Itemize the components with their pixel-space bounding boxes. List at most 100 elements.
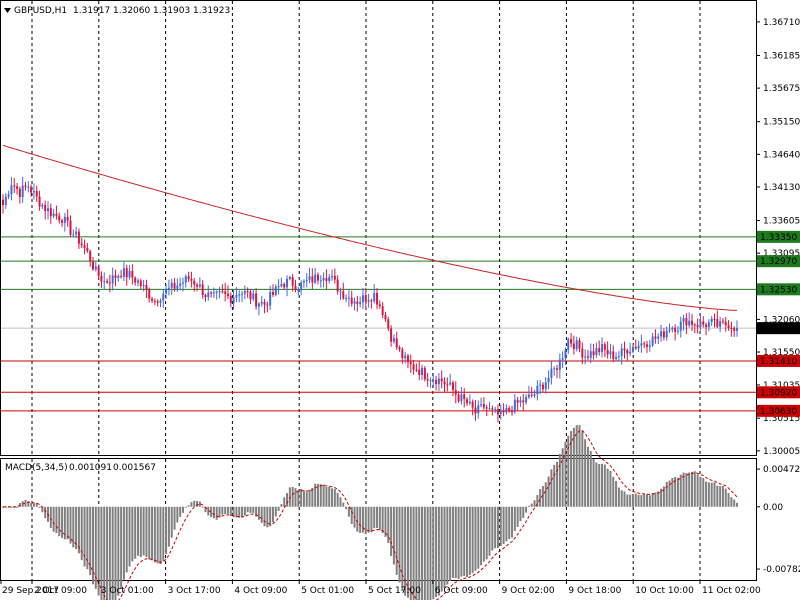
- candle-body: [719, 321, 722, 327]
- candle-body: [300, 282, 303, 291]
- candle-body: [578, 340, 581, 349]
- macd-bar: [291, 487, 294, 507]
- candle-body: [648, 345, 651, 347]
- macd-bar: [128, 506, 131, 567]
- support-tag-bg: [757, 354, 800, 367]
- candle-body: [533, 394, 536, 396]
- candle-body: [477, 405, 480, 414]
- candle-body: [333, 275, 336, 280]
- macd-bar: [496, 506, 499, 548]
- candle-body: [257, 303, 260, 307]
- candle-body: [322, 278, 325, 281]
- macd-header: MACD(5,34,5) 0.001091 0.001567: [5, 463, 156, 473]
- macd-bar: [736, 502, 738, 507]
- candle-body: [367, 300, 370, 302]
- candle-body: [16, 186, 19, 189]
- triangle-down-icon[interactable]: [4, 8, 11, 13]
- candle-body: [339, 291, 342, 293]
- macd-bar: [617, 487, 620, 507]
- macd-bar: [331, 488, 334, 507]
- macd-bar: [204, 506, 207, 513]
- candle-body: [513, 399, 516, 413]
- candle-body: [522, 400, 525, 403]
- candle-body: [736, 328, 738, 331]
- current-price-tag-bg: [757, 322, 800, 335]
- macd-bar: [221, 506, 224, 515]
- macd-bar: [648, 495, 651, 507]
- macd-bar: [390, 506, 393, 557]
- macd-bar: [679, 474, 682, 507]
- macd-signal-line: [3, 430, 738, 600]
- candle-body: [364, 295, 367, 302]
- price-tick-label: 1.31550: [763, 348, 800, 358]
- candle-body: [32, 190, 35, 193]
- macd-bar: [187, 505, 190, 507]
- macd-bar: [440, 506, 443, 592]
- macd-bar: [437, 506, 440, 596]
- candle-body: [724, 321, 727, 326]
- candle-body: [108, 282, 111, 284]
- candle-body: [491, 408, 494, 410]
- macd-bar: [392, 506, 395, 565]
- macd-tick-label: -0.007826: [763, 565, 800, 575]
- macd-bar: [218, 506, 221, 518]
- macd-bar: [721, 486, 724, 507]
- candle-body: [291, 277, 294, 286]
- macd-bar: [207, 506, 210, 516]
- candle-body: [255, 293, 258, 307]
- macd-bar: [685, 473, 688, 507]
- macd-bar: [443, 506, 446, 589]
- low-value: 1.31903: [153, 6, 190, 16]
- macd-bar: [117, 506, 120, 596]
- candle-body: [398, 347, 401, 350]
- candle-body: [570, 338, 573, 344]
- candle-body: [269, 291, 272, 306]
- candles-layer: [2, 176, 738, 423]
- candle-body: [61, 220, 64, 223]
- macd-bar: [308, 489, 311, 507]
- candle-body: [390, 328, 393, 342]
- macd-bar: [429, 506, 432, 600]
- macd-frame: [0, 458, 757, 581]
- candle-body: [710, 318, 713, 323]
- macd-bar: [257, 506, 260, 520]
- candle-body: [165, 288, 168, 294]
- macd-bar: [522, 506, 525, 518]
- candle-body: [151, 298, 154, 301]
- macd-bar: [609, 470, 612, 507]
- candle-body: [97, 266, 100, 276]
- support-tag: 1.30630: [757, 404, 800, 417]
- macd-bar: [719, 486, 722, 507]
- macd-bar: [136, 506, 139, 556]
- time-tick-label: 4 Oct 09:00: [234, 586, 287, 596]
- macd-bar: [480, 506, 483, 566]
- price-tick-label: 1.35675: [763, 84, 800, 94]
- candle-body: [27, 186, 30, 188]
- candle-body: [564, 350, 567, 358]
- macd-bar: [561, 448, 564, 507]
- candle-body: [204, 295, 207, 298]
- candle-body: [280, 283, 283, 287]
- candle-body: [128, 270, 131, 278]
- candle-body: [586, 356, 589, 358]
- macd-bar: [86, 506, 89, 570]
- macd-bar: [606, 468, 609, 507]
- macd-bar: [693, 471, 696, 507]
- macd-bar: [426, 506, 429, 600]
- candle-body: [620, 348, 623, 357]
- macd-bar: [333, 488, 336, 507]
- candle-body: [114, 275, 117, 279]
- macd-bar: [446, 506, 449, 585]
- macd-tick-label: 0.00: [763, 503, 783, 513]
- candle-body: [387, 319, 390, 329]
- candle-body: [83, 245, 86, 249]
- candle-body: [541, 384, 544, 390]
- macd-bar: [525, 506, 528, 513]
- candle-body: [463, 394, 466, 400]
- macd-bar: [356, 506, 359, 532]
- candle-body: [378, 304, 381, 307]
- candle-body: [631, 346, 634, 352]
- candle-body: [72, 234, 75, 236]
